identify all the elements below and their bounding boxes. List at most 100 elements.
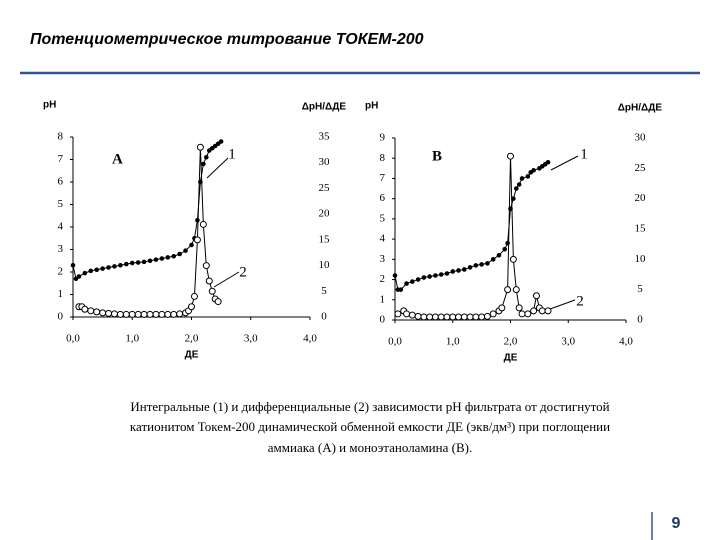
data-point (215, 141, 221, 147)
data-point (433, 273, 438, 278)
y-tick-label: 3 (380, 253, 386, 265)
series-label: 2 (576, 293, 584, 309)
data-point (498, 304, 506, 312)
data-point (140, 310, 148, 318)
data-point (195, 217, 200, 223)
data-point (525, 174, 531, 179)
data-point (512, 286, 520, 294)
data-point (118, 262, 123, 268)
data-point (450, 269, 456, 274)
data-point (141, 259, 147, 265)
data-point (134, 310, 142, 318)
data-point (110, 310, 118, 318)
y2-tick-label: 10 (319, 259, 331, 271)
series-line (394, 161, 549, 291)
data-point (408, 311, 416, 319)
data-point (116, 310, 124, 318)
data-point (218, 139, 224, 144)
data-point (524, 310, 532, 318)
y-tick-label: 0 (380, 314, 386, 326)
data-point (177, 251, 182, 257)
panel-label: B (432, 148, 442, 164)
y-tick-label: 8 (58, 131, 64, 143)
data-point (158, 310, 166, 318)
y2-tick-label: 35 (319, 131, 331, 143)
data-point (426, 313, 434, 321)
data-point (444, 271, 450, 276)
y2-tick-label: 15 (635, 223, 647, 235)
data-point (449, 313, 457, 321)
data-point (214, 298, 222, 306)
series-label: 2 (239, 264, 247, 280)
data-point (485, 261, 490, 266)
y-tick-label: 5 (58, 198, 64, 210)
data-point (462, 267, 467, 272)
data-point (176, 310, 184, 318)
y-tick-label: 9 (380, 132, 386, 144)
x-tick-label: 3,0 (244, 333, 258, 345)
y-tick-label: 2 (58, 266, 64, 278)
y-tick-label: 5 (380, 212, 386, 224)
slide-title: Потенциометрическое титрование ТОКЕМ-200 (30, 31, 424, 48)
data-point (196, 143, 204, 151)
data-point (538, 307, 546, 315)
data-point (190, 292, 198, 300)
y-tick-label: 1 (380, 293, 386, 305)
data-point (479, 262, 484, 267)
x-tick-label: 4,0 (303, 333, 317, 345)
data-point (437, 313, 445, 321)
data-point (496, 252, 502, 258)
y-tick-label: 4 (380, 233, 386, 245)
label-leader (549, 299, 576, 310)
y2-tick-label: 25 (319, 182, 331, 194)
data-point (431, 313, 439, 321)
series-line (78, 147, 219, 315)
y-axis-title: pH (43, 100, 56, 111)
data-point (188, 303, 195, 311)
data-point (122, 310, 130, 318)
x-axis-title: ДЕ (504, 353, 518, 364)
data-point (93, 308, 101, 316)
y-tick-label: 4 (58, 221, 64, 233)
y2-tick-label: 20 (319, 208, 331, 220)
panel-label: A (112, 151, 123, 167)
data-point (212, 143, 218, 149)
y2-tick-label: 0 (321, 311, 327, 323)
x-tick-label: 3,0 (561, 336, 575, 348)
data-point (153, 257, 159, 262)
x-tick-label: 0,0 (66, 333, 80, 345)
data-point (87, 307, 95, 315)
data-point (183, 248, 188, 253)
data-point (489, 310, 497, 318)
series-line (397, 156, 549, 318)
data-point (189, 242, 194, 248)
data-point (202, 262, 210, 270)
data-point (76, 274, 82, 279)
data-point (129, 260, 135, 266)
x-tick-label: 1,0 (125, 333, 139, 345)
y-tick-label: 7 (380, 172, 386, 184)
page-number: 9 (672, 515, 681, 532)
caption-line: катионитом Токем-200 динамической обменн… (130, 419, 610, 434)
data-point (518, 310, 526, 318)
x-axis-title: ДЕ (185, 350, 199, 361)
data-point (530, 307, 538, 315)
data-point (443, 313, 451, 321)
data-point (199, 220, 207, 228)
data-point (404, 281, 409, 286)
data-point (146, 310, 154, 318)
y2-tick-label: 0 (637, 314, 643, 326)
data-point (70, 262, 76, 268)
data-point (204, 154, 209, 160)
label-leader (213, 271, 240, 288)
data-point (414, 312, 422, 320)
data-point (81, 305, 89, 313)
data-point (513, 186, 519, 191)
data-point (147, 258, 153, 264)
y-axis-title: pH (365, 101, 378, 112)
data-point (519, 176, 525, 181)
caption-line: аммиака (А) и моноэтаноламина (B). (268, 440, 472, 455)
y-tick-label: 3 (58, 243, 64, 255)
data-point (88, 268, 94, 274)
